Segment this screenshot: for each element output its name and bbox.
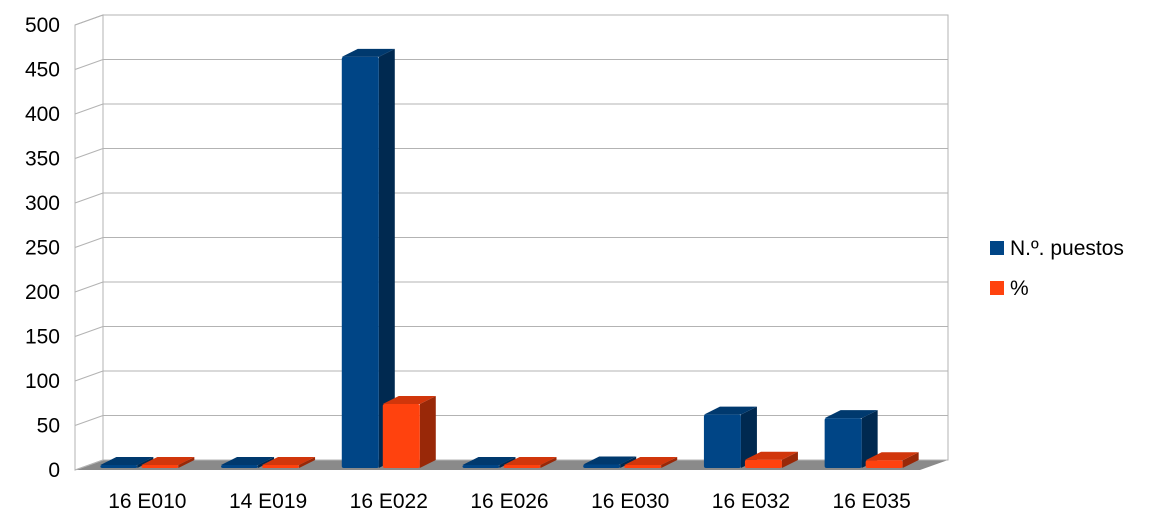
bar-side xyxy=(258,457,275,468)
bar-front xyxy=(341,56,379,468)
y-tick-label: 300 xyxy=(25,192,60,215)
bar-top xyxy=(865,452,919,461)
x-tick-label: 14 E019 xyxy=(229,490,307,513)
bar xyxy=(382,396,436,468)
bar xyxy=(141,457,195,468)
bar xyxy=(262,457,316,468)
bar-front xyxy=(262,465,300,468)
bar-top xyxy=(503,457,557,465)
x-tick-label: 16 E032 xyxy=(712,490,790,513)
bar-front xyxy=(382,404,420,468)
gridline-side xyxy=(74,192,104,204)
y-axis-ticks: 0 50 100 150 200 250 300 350 400 450 500 xyxy=(25,14,60,482)
x-tick-label: 16 E026 xyxy=(470,490,548,513)
bar xyxy=(703,406,757,468)
bar-top xyxy=(624,457,678,465)
gridline-side xyxy=(74,326,104,337)
legend-swatch xyxy=(990,241,1004,255)
bar-top xyxy=(824,410,878,419)
gridlines xyxy=(74,14,948,471)
y-tick-label: 0 xyxy=(48,459,60,482)
bar-front xyxy=(100,465,138,468)
bar-front xyxy=(624,465,662,468)
gridline-side xyxy=(74,370,104,382)
bar-side xyxy=(178,457,195,468)
x-tick-label: 16 E010 xyxy=(108,490,186,513)
bar-side xyxy=(137,457,154,468)
bar xyxy=(865,452,919,468)
legend-label: % xyxy=(1010,277,1029,300)
x-axis-ticks: 16 E010 14 E019 16 E022 16 E026 16 E030 16 E0… xyxy=(108,490,911,513)
bar-top xyxy=(100,457,154,465)
gridline-side xyxy=(74,14,104,26)
y-tick-label: 400 xyxy=(25,103,60,126)
y-tick-label: 450 xyxy=(25,59,60,82)
bar-front xyxy=(583,464,621,468)
bar xyxy=(221,457,275,468)
bar-front xyxy=(221,465,259,468)
bar xyxy=(100,457,154,468)
bar xyxy=(462,457,516,468)
bar-side xyxy=(781,451,798,468)
bar xyxy=(824,410,878,468)
legend-swatch xyxy=(990,281,1004,295)
bar-front xyxy=(824,418,862,468)
bar-top xyxy=(744,451,798,460)
bar-side xyxy=(861,410,878,468)
bar-front xyxy=(141,465,179,468)
gridline-side xyxy=(74,415,104,426)
bars xyxy=(100,48,919,468)
bar-top xyxy=(262,457,316,465)
bar xyxy=(341,48,395,468)
bar-side xyxy=(740,406,757,468)
bar xyxy=(744,451,798,468)
y-tick-label: 150 xyxy=(25,326,60,349)
bar-side xyxy=(540,457,557,468)
y-tick-label: 350 xyxy=(25,148,60,171)
legend-label: N.º. puestos xyxy=(1010,237,1124,260)
bar-top xyxy=(703,406,757,415)
x-tick-label: 16 E030 xyxy=(591,490,669,513)
legend: N.º. puestos% xyxy=(990,237,1124,300)
y-tick-label: 50 xyxy=(37,415,60,438)
bar-front xyxy=(703,414,741,468)
x-tick-label: 16 E035 xyxy=(833,490,911,513)
gridline-side xyxy=(74,459,104,471)
gridline-side xyxy=(74,103,104,115)
bar-front xyxy=(462,465,500,468)
bar xyxy=(503,457,557,468)
gridline-side xyxy=(74,59,104,70)
x-tick-label: 16 E022 xyxy=(350,490,428,513)
bar-side xyxy=(620,456,637,468)
bar-front xyxy=(744,459,782,468)
bar-top xyxy=(341,48,395,57)
y-tick-label: 250 xyxy=(25,237,60,260)
bar-side xyxy=(419,396,436,468)
chart-walls xyxy=(74,14,949,471)
bar-side xyxy=(299,457,316,468)
bar-front xyxy=(865,460,903,468)
bar-top xyxy=(382,396,436,405)
bar-top xyxy=(583,456,637,465)
bar-side xyxy=(902,452,919,468)
bar-front xyxy=(503,465,541,468)
y-tick-label: 200 xyxy=(25,281,60,304)
bar-side xyxy=(661,457,678,468)
bar-side xyxy=(499,457,516,468)
bar xyxy=(624,457,678,468)
bar-top xyxy=(221,457,275,465)
y-tick-label: 100 xyxy=(25,370,60,393)
bar-side xyxy=(378,48,395,468)
gridline-side xyxy=(74,281,104,293)
bar-top xyxy=(141,457,195,465)
y-tick-label: 500 xyxy=(25,14,60,37)
gridline-side xyxy=(74,237,104,248)
bar-top xyxy=(462,457,516,465)
gridline-side xyxy=(74,148,104,159)
bar xyxy=(583,456,637,468)
